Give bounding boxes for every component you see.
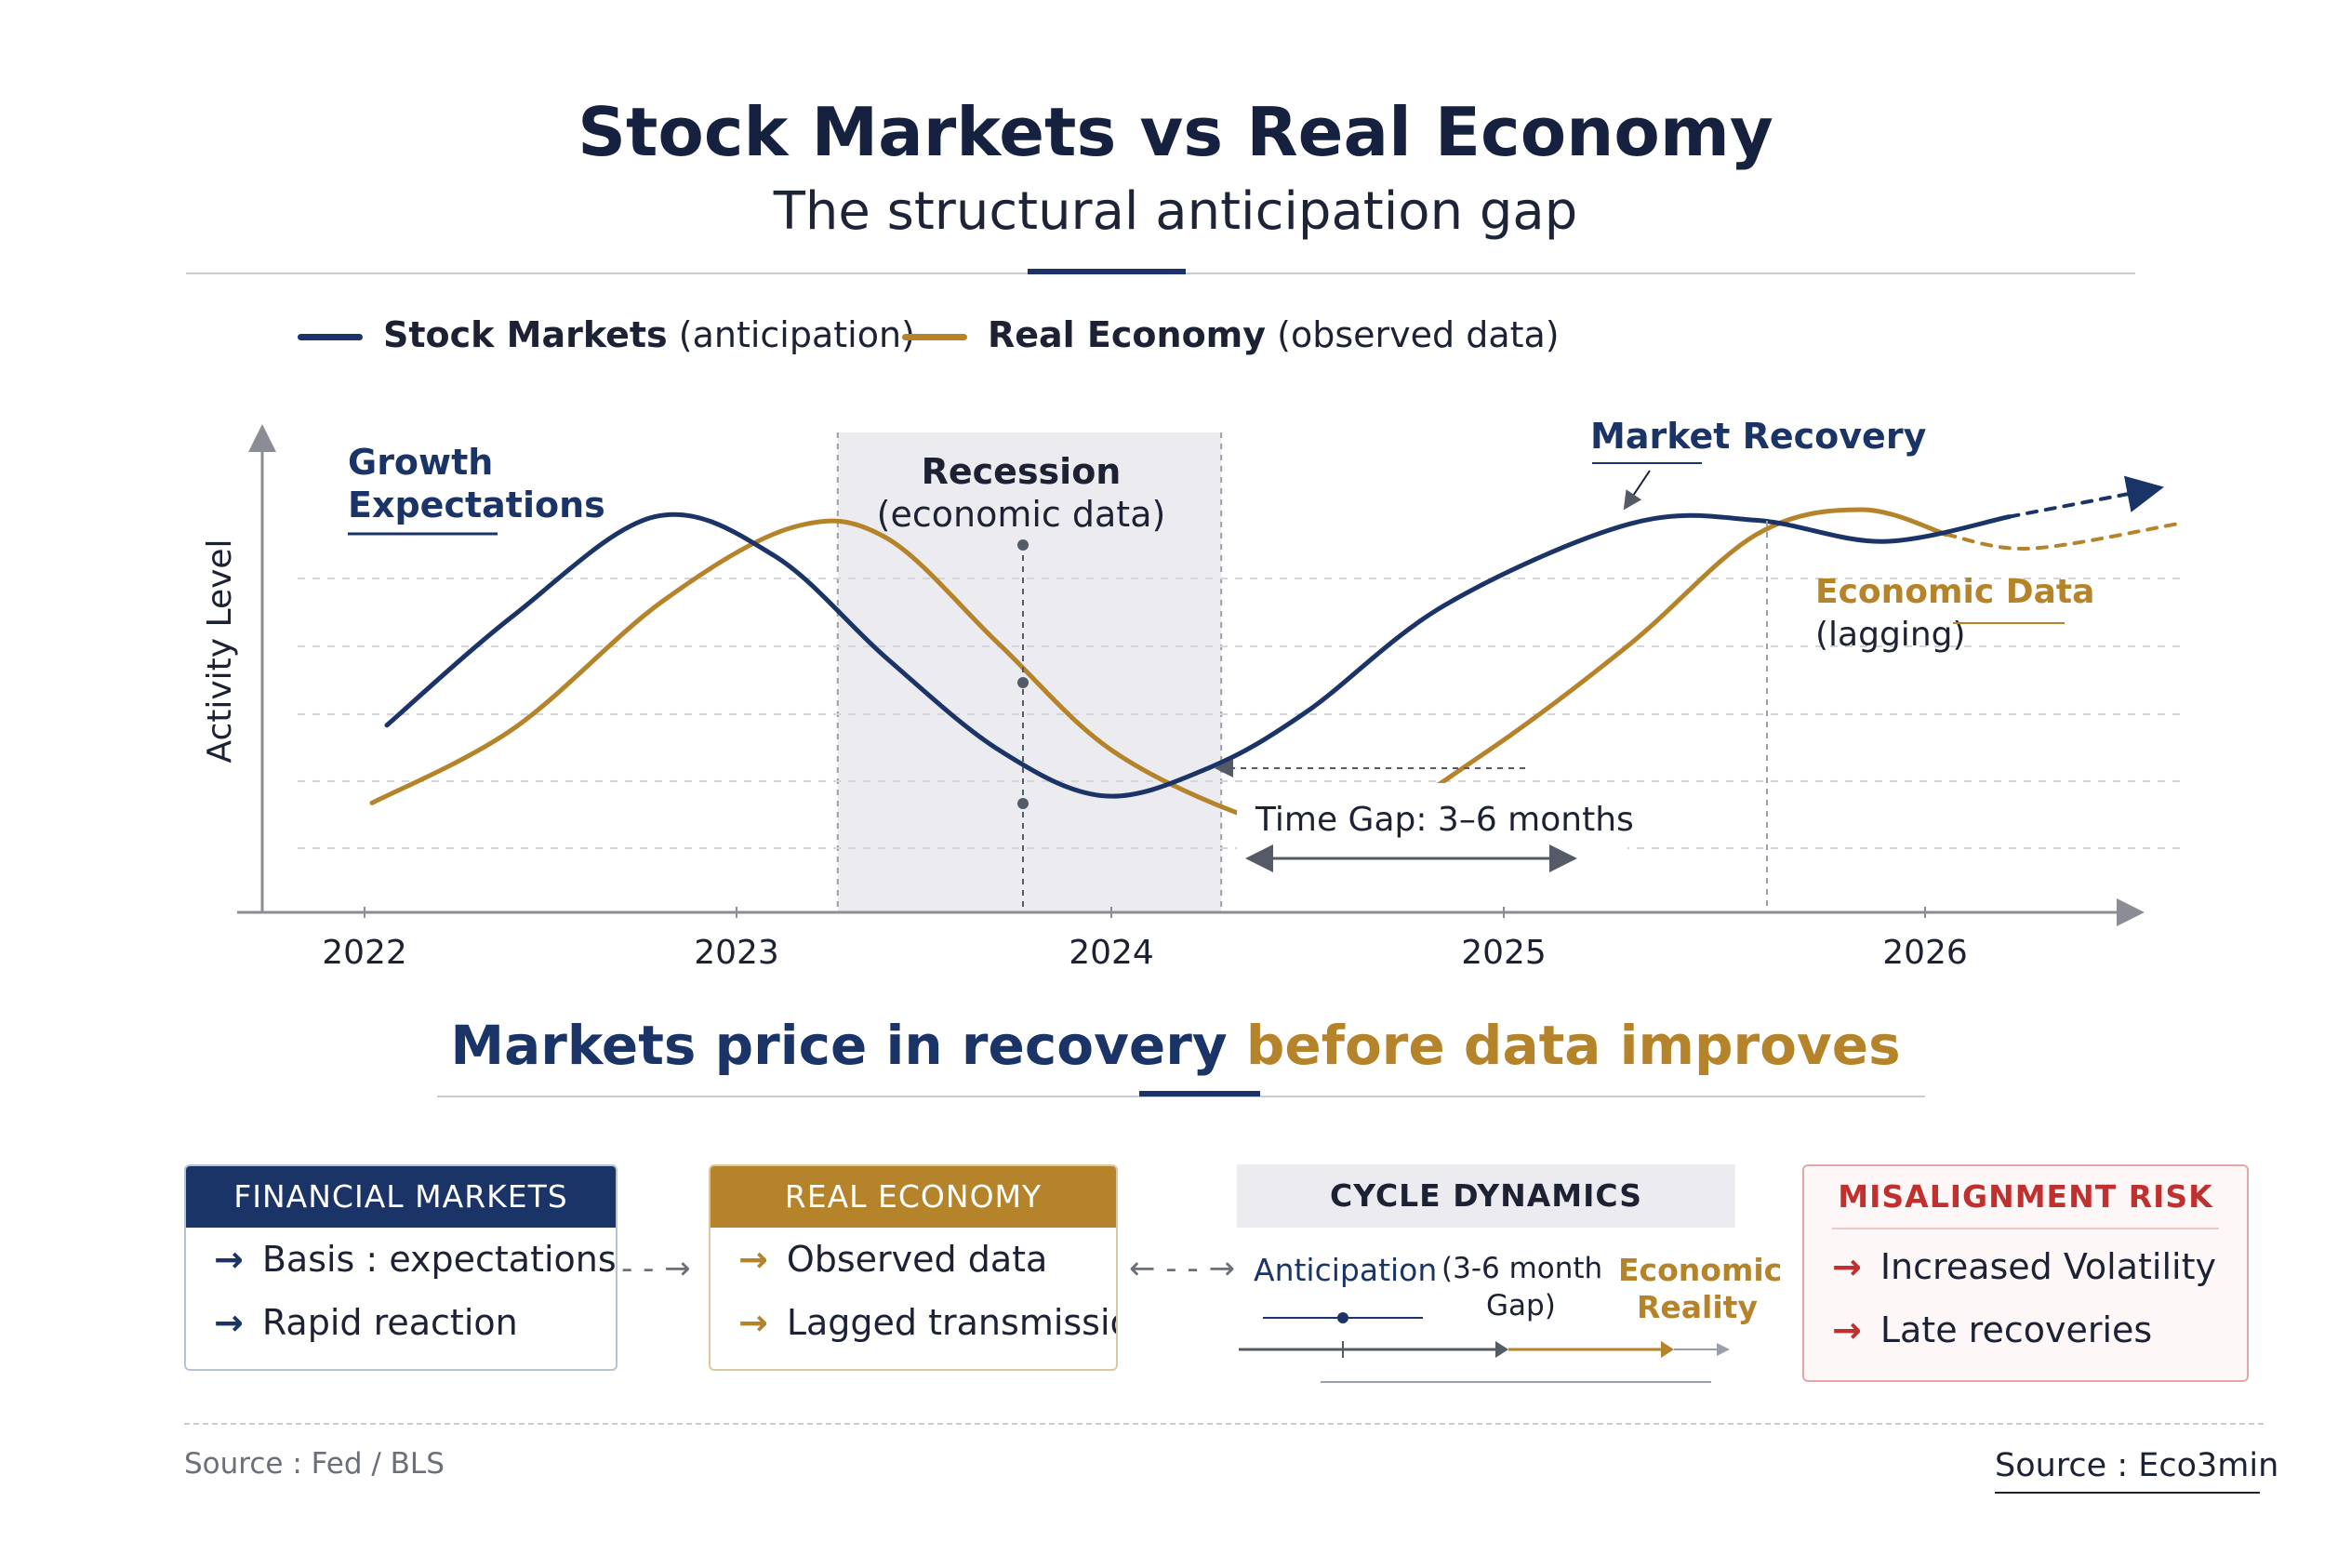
cycle-gap-line1: (3-6 month — [1441, 1252, 1603, 1285]
panel-financial-item: → Rapid reaction — [214, 1291, 616, 1354]
legend-economy: Real Economy (observed data) — [902, 314, 1560, 355]
panel-real-economy: REAL ECONOMY → Observed data → Lagged tran… — [709, 1164, 1118, 1371]
annotation-time-gap: Time Gap: 3–6 months — [1255, 801, 1634, 839]
footer-source-left: Source : Fed / BLS — [184, 1447, 445, 1481]
legend-economy-swatch — [902, 334, 967, 340]
cycle-anticipation-dot — [1337, 1312, 1348, 1323]
panel-cycle-dynamics: CYCLE DYNAMICS Anticipation (3-6 month G… — [1237, 1164, 1782, 1388]
annotation-recovery-pointer — [1623, 470, 1651, 511]
arrow-icon: → — [738, 1239, 768, 1280]
annotation-growth-line1: Growth — [348, 442, 493, 483]
connector-arrow-1: - - → — [621, 1250, 691, 1287]
takeaway-divider-accent — [1139, 1091, 1260, 1096]
takeaway-part2: before data improves — [1245, 1014, 1901, 1077]
panel-financial-markets: FINANCIAL MARKETS → Basis : expectations … — [184, 1164, 618, 1371]
panel-risk-item-label: Increased Volatility — [1879, 1246, 2216, 1287]
takeaway-headline: Markets price in recovery before data im… — [0, 1014, 2351, 1077]
panel-risk-item: → Late recoveries — [1832, 1298, 2247, 1362]
cycle-timeline-arrowhead-gray — [1717, 1343, 1730, 1356]
panel-economy-item-label: Lagged transmission — [786, 1302, 1118, 1343]
annotation-recovery: Market Recovery — [1590, 416, 1927, 457]
x-tick-label: 2023 — [694, 934, 779, 972]
cycle-timeline — [1239, 1312, 1730, 1383]
y-axis-label: Activity Level — [201, 538, 239, 763]
panel-economy-item: → Observed data — [738, 1228, 1116, 1291]
page-subtitle: The structural anticipation gap — [773, 181, 1578, 242]
panel-financial-item-label: Rapid reaction — [261, 1302, 518, 1343]
footer-source-right-underline — [1995, 1492, 2260, 1494]
takeaway-part1: Markets price in recovery — [450, 1014, 1228, 1077]
series-line-real-economy — [369, 507, 1949, 842]
cycle-reality-line1: Economic — [1618, 1252, 1783, 1288]
connector-arrow-2: ← - - → — [1129, 1250, 1235, 1287]
recession-marker-dot — [1017, 677, 1029, 688]
recession-marker-dot — [1017, 539, 1029, 551]
series-line-real-economy-projection — [1944, 522, 2180, 551]
page-title: Stock Markets vs Real Economy — [578, 93, 1773, 171]
panel-economy-item-label: Observed data — [786, 1239, 1048, 1280]
panel-misalignment-risk: MISALIGNMENT RISK → Increased Volatility … — [1802, 1164, 2249, 1382]
arrow-icon: → — [1832, 1246, 1862, 1287]
annotation-econ-sub: (lagging) — [1815, 616, 1966, 654]
series-line-stock-markets-projection — [2007, 475, 2164, 519]
x-tick-label: 2024 — [1069, 934, 1154, 972]
annotation-growth-line2: Expectations — [348, 485, 605, 525]
title-divider-accent — [1028, 269, 1186, 274]
cycle-anticipation: Anticipation — [1254, 1252, 1438, 1288]
x-tick-label: 2025 — [1461, 934, 1547, 972]
annotation-recession-sub: (economic data) — [877, 494, 1166, 535]
cycle-timeline-arrowhead-gold — [1661, 1341, 1674, 1358]
cycle-gap-line2: Gap) — [1486, 1289, 1556, 1322]
cycle-timeline-arrowhead — [1495, 1341, 1508, 1358]
panel-financial-item: → Basis : expectations — [214, 1228, 616, 1291]
series-line-stock-markets — [384, 512, 2012, 799]
arrow-icon: → — [1832, 1309, 1862, 1350]
takeaway-divider — [437, 1096, 1925, 1097]
legend-stock-swatch — [298, 334, 363, 340]
x-tick-label: 2022 — [322, 934, 407, 972]
panel-economy-item: → Lagged transmission — [738, 1291, 1116, 1354]
legend-economy-note: (observed data) — [1277, 314, 1560, 355]
panel-risk-item-label: Late recoveries — [1879, 1309, 2153, 1350]
recession-marker-dot — [1017, 798, 1029, 809]
panel-risk-header: MISALIGNMENT RISK — [1832, 1166, 2219, 1229]
panel-cycle-header: CYCLE DYNAMICS — [1237, 1164, 1735, 1228]
footer-source-right: Source : Eco3min — [1995, 1447, 2279, 1484]
legend-economy-name: Real Economy — [988, 314, 1267, 355]
arrow-icon: → — [214, 1302, 244, 1343]
legend-stock: Stock Markets (anticipation) — [298, 314, 915, 355]
panel-financial-item-label: Basis : expectations — [261, 1239, 617, 1280]
panel-economy-header: REAL ECONOMY — [711, 1166, 1116, 1228]
cycle-reality-line2: Reality — [1637, 1289, 1758, 1325]
annotation-recession-title: Recession — [922, 451, 1122, 492]
chart: Activity Level 2022 2023 2024 2025 2026 Grow… — [201, 416, 2185, 972]
legend-stock-note: (anticipation) — [678, 314, 915, 355]
arrow-icon: → — [738, 1302, 768, 1343]
panel-risk-item: → Increased Volatility — [1832, 1235, 2247, 1298]
x-tick-label: 2026 — [1882, 934, 1968, 972]
legend-stock-name: Stock Markets — [383, 314, 668, 355]
footer-divider — [184, 1423, 2264, 1425]
arrow-icon: → — [214, 1239, 244, 1280]
annotation-econ-title: Economic Data — [1815, 573, 2094, 611]
panel-financial-header: FINANCIAL MARKETS — [186, 1166, 616, 1228]
